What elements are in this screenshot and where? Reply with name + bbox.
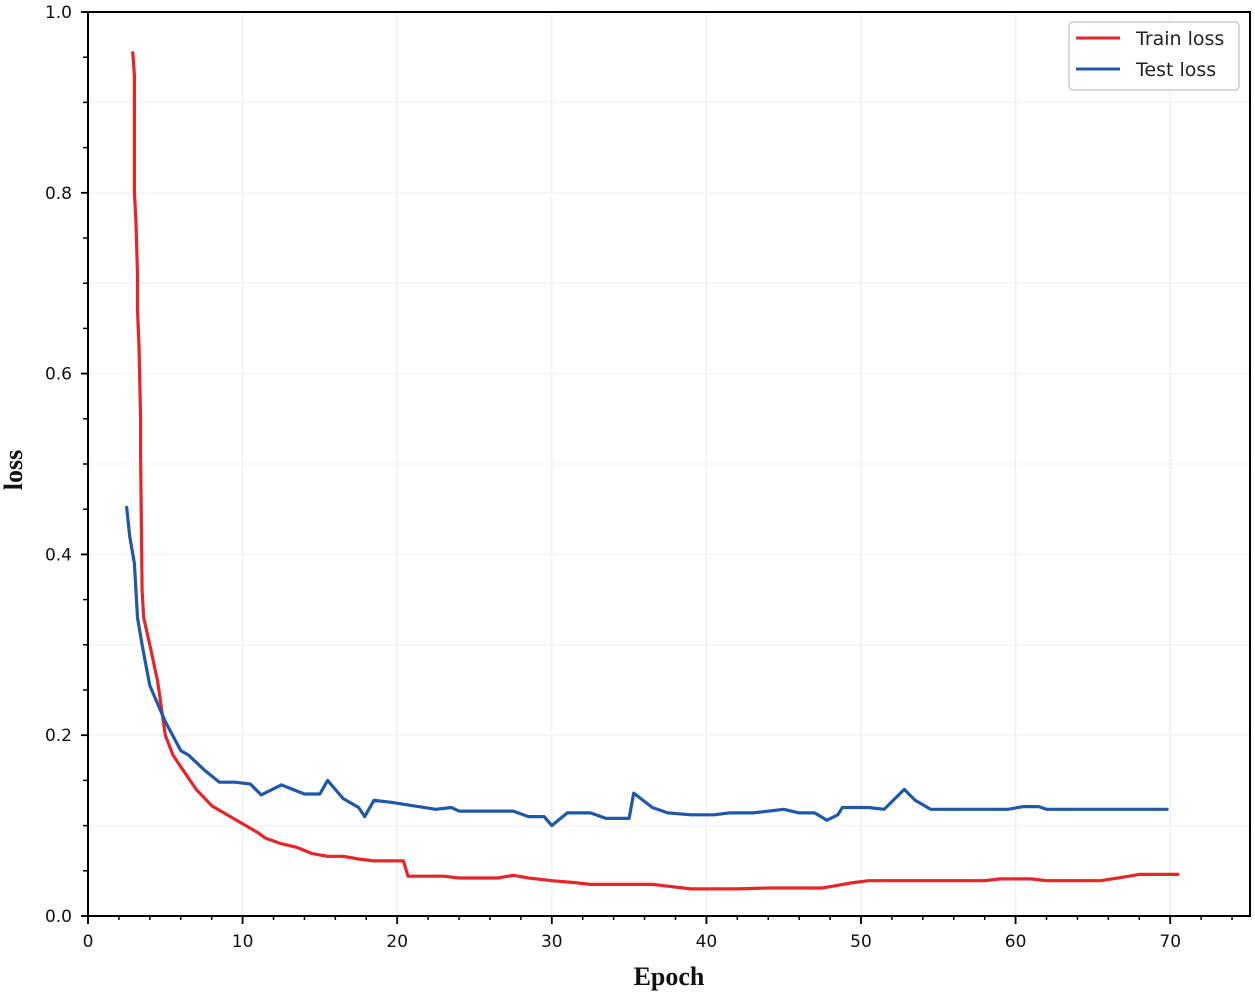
y-tick-label: 0.6 [45,365,72,385]
x-axis-ticks: 0 10 20 30 40 50 60 70 [83,916,1233,952]
y-axis-title: loss [0,450,28,490]
y-axis-ticks: 0.0 0.2 0.4 0.6 0.8 1.0 [45,3,88,927]
x-tick-label: 70 [1159,932,1181,952]
x-axis-title: Epoch [634,962,705,991]
data-series [125,51,1180,891]
x-tick-label: 20 [386,932,408,952]
y-tick-label: 0.2 [45,726,72,746]
x-tick-label: 30 [541,932,563,952]
x-tick-label: 60 [1005,932,1027,952]
grid-lines [87,11,1250,916]
x-tick-label: 50 [850,932,872,952]
y-tick-label: 0.0 [45,907,72,927]
x-tick-label: 40 [696,932,718,952]
legend-label-train: Train loss [1135,28,1224,50]
x-tick-label: 10 [232,932,254,952]
legend: Train loss Test loss [1068,21,1240,91]
y-tick-label: 0.4 [45,545,72,565]
train-loss-line [131,51,1180,891]
y-tick-label: 1.0 [45,3,72,23]
test-loss-line [125,505,1169,828]
legend-label-test: Test loss [1135,59,1216,81]
x-tick-label: 0 [83,932,94,952]
y-tick-label: 0.8 [45,184,72,204]
